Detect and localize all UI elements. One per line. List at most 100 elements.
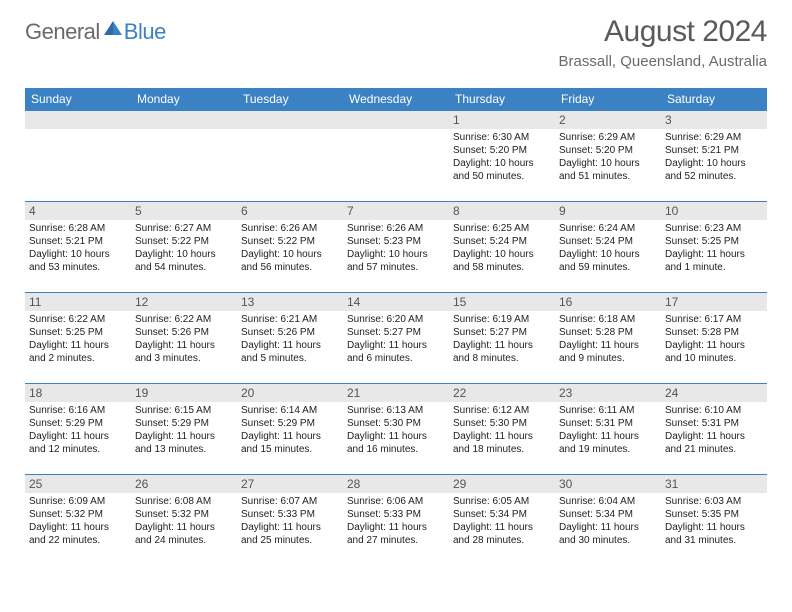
day-details: Sunrise: 6:26 AMSunset: 5:22 PMDaylight:… xyxy=(237,220,343,276)
sunrise-text: Sunrise: 6:03 AM xyxy=(665,495,763,508)
sunrise-text: Sunrise: 6:13 AM xyxy=(347,404,445,417)
sunrise-text: Sunrise: 6:22 AM xyxy=(135,313,233,326)
sunset-text: Sunset: 5:24 PM xyxy=(453,235,551,248)
sunset-text: Sunset: 5:30 PM xyxy=(347,417,445,430)
daylight-text: Daylight: 11 hours and 5 minutes. xyxy=(241,339,339,365)
day-number: 6 xyxy=(237,202,343,220)
day-details: Sunrise: 6:19 AMSunset: 5:27 PMDaylight:… xyxy=(449,311,555,367)
day-details: Sunrise: 6:26 AMSunset: 5:23 PMDaylight:… xyxy=(343,220,449,276)
calendar-day-cell: 22Sunrise: 6:12 AMSunset: 5:30 PMDayligh… xyxy=(449,384,555,475)
calendar-day-cell xyxy=(25,111,131,202)
day-number: 5 xyxy=(131,202,237,220)
day-number: 7 xyxy=(343,202,449,220)
daylight-text: Daylight: 11 hours and 25 minutes. xyxy=(241,521,339,547)
day-details: Sunrise: 6:25 AMSunset: 5:24 PMDaylight:… xyxy=(449,220,555,276)
day-details: Sunrise: 6:29 AMSunset: 5:20 PMDaylight:… xyxy=(555,129,661,185)
header-right: August 2024 Brassall, Queensland, Austra… xyxy=(559,15,767,70)
day-number: 16 xyxy=(555,293,661,311)
sunset-text: Sunset: 5:21 PM xyxy=(665,144,763,157)
day-number: 21 xyxy=(343,384,449,402)
day-details: Sunrise: 6:13 AMSunset: 5:30 PMDaylight:… xyxy=(343,402,449,458)
day-details: Sunrise: 6:23 AMSunset: 5:25 PMDaylight:… xyxy=(661,220,767,276)
calendar-day-cell: 28Sunrise: 6:06 AMSunset: 5:33 PMDayligh… xyxy=(343,475,449,566)
sunset-text: Sunset: 5:26 PM xyxy=(241,326,339,339)
day-details: Sunrise: 6:18 AMSunset: 5:28 PMDaylight:… xyxy=(555,311,661,367)
daylight-text: Daylight: 11 hours and 12 minutes. xyxy=(29,430,127,456)
day-header: Wednesday xyxy=(343,88,449,111)
day-details: Sunrise: 6:09 AMSunset: 5:32 PMDaylight:… xyxy=(25,493,131,549)
sunrise-text: Sunrise: 6:10 AM xyxy=(665,404,763,417)
sunset-text: Sunset: 5:27 PM xyxy=(347,326,445,339)
sunrise-text: Sunrise: 6:08 AM xyxy=(135,495,233,508)
day-number: 3 xyxy=(661,111,767,129)
daylight-text: Daylight: 11 hours and 22 minutes. xyxy=(29,521,127,547)
day-number: 26 xyxy=(131,475,237,493)
calendar-day-cell: 8Sunrise: 6:25 AMSunset: 5:24 PMDaylight… xyxy=(449,202,555,293)
sunrise-text: Sunrise: 6:26 AM xyxy=(241,222,339,235)
day-details: Sunrise: 6:20 AMSunset: 5:27 PMDaylight:… xyxy=(343,311,449,367)
day-header: Sunday xyxy=(25,88,131,111)
day-number: 13 xyxy=(237,293,343,311)
day-details: Sunrise: 6:06 AMSunset: 5:33 PMDaylight:… xyxy=(343,493,449,549)
day-number: 22 xyxy=(449,384,555,402)
day-details: Sunrise: 6:03 AMSunset: 5:35 PMDaylight:… xyxy=(661,493,767,549)
day-number: 4 xyxy=(25,202,131,220)
calendar-day-cell: 31Sunrise: 6:03 AMSunset: 5:35 PMDayligh… xyxy=(661,475,767,566)
day-details: Sunrise: 6:17 AMSunset: 5:28 PMDaylight:… xyxy=(661,311,767,367)
day-details: Sunrise: 6:05 AMSunset: 5:34 PMDaylight:… xyxy=(449,493,555,549)
sunrise-text: Sunrise: 6:04 AM xyxy=(559,495,657,508)
calendar-day-cell xyxy=(131,111,237,202)
day-number: 12 xyxy=(131,293,237,311)
day-number: 17 xyxy=(661,293,767,311)
sunset-text: Sunset: 5:34 PM xyxy=(453,508,551,521)
day-header: Thursday xyxy=(449,88,555,111)
sunset-text: Sunset: 5:35 PM xyxy=(665,508,763,521)
calendar-day-cell: 18Sunrise: 6:16 AMSunset: 5:29 PMDayligh… xyxy=(25,384,131,475)
sunset-text: Sunset: 5:26 PM xyxy=(135,326,233,339)
calendar-day-cell: 11Sunrise: 6:22 AMSunset: 5:25 PMDayligh… xyxy=(25,293,131,384)
logo: General Blue xyxy=(25,19,166,45)
day-header: Tuesday xyxy=(237,88,343,111)
sunrise-text: Sunrise: 6:23 AM xyxy=(665,222,763,235)
sunset-text: Sunset: 5:29 PM xyxy=(241,417,339,430)
calendar-day-cell xyxy=(237,111,343,202)
day-number: 30 xyxy=(555,475,661,493)
calendar-day-cell: 24Sunrise: 6:10 AMSunset: 5:31 PMDayligh… xyxy=(661,384,767,475)
sunset-text: Sunset: 5:25 PM xyxy=(29,326,127,339)
day-details: Sunrise: 6:15 AMSunset: 5:29 PMDaylight:… xyxy=(131,402,237,458)
day-number xyxy=(343,111,449,129)
sunrise-text: Sunrise: 6:24 AM xyxy=(559,222,657,235)
daylight-text: Daylight: 11 hours and 10 minutes. xyxy=(665,339,763,365)
daylight-text: Daylight: 10 hours and 54 minutes. xyxy=(135,248,233,274)
sunset-text: Sunset: 5:22 PM xyxy=(135,235,233,248)
daylight-text: Daylight: 10 hours and 52 minutes. xyxy=(665,157,763,183)
day-number: 8 xyxy=(449,202,555,220)
calendar-body: 1Sunrise: 6:30 AMSunset: 5:20 PMDaylight… xyxy=(25,111,767,566)
daylight-text: Daylight: 11 hours and 1 minute. xyxy=(665,248,763,274)
day-details: Sunrise: 6:07 AMSunset: 5:33 PMDaylight:… xyxy=(237,493,343,549)
calendar-day-cell: 9Sunrise: 6:24 AMSunset: 5:24 PMDaylight… xyxy=(555,202,661,293)
sunrise-text: Sunrise: 6:26 AM xyxy=(347,222,445,235)
calendar-week-row: 11 Sunrise: 6:22 AM Sunset: 5:25 PM Dayligh… xyxy=(25,293,767,384)
calendar-day-cell: 12Sunrise: 6:22 AMSunset: 5:26 PMDayligh… xyxy=(131,293,237,384)
location-text: Brassall, Queensland, Australia xyxy=(559,53,767,70)
sunset-text: Sunset: 5:28 PM xyxy=(665,326,763,339)
calendar-day-cell: 6Sunrise: 6:26 AMSunset: 5:22 PMDaylight… xyxy=(237,202,343,293)
calendar-day-cell: 5 Sunrise: 6:27 AMSunset: 5:22 PMDaylight… xyxy=(131,202,237,293)
daylight-text: Daylight: 10 hours and 56 minutes. xyxy=(241,248,339,274)
day-number: 18 xyxy=(25,384,131,402)
calendar-day-cell: 29Sunrise: 6:05 AMSunset: 5:34 PMDayligh… xyxy=(449,475,555,566)
sunrise-text: Sunrise: 6:16 AM xyxy=(29,404,127,417)
day-details: Sunrise: 6:16 AMSunset: 5:29 PMDaylight:… xyxy=(25,402,131,458)
sunrise-text: Sunrise: 6:15 AM xyxy=(135,404,233,417)
sunset-text: Sunset: 5:32 PM xyxy=(29,508,127,521)
day-details: Sunrise: 6:10 AMSunset: 5:31 PMDaylight:… xyxy=(661,402,767,458)
day-details: Sunrise: 6:24 AMSunset: 5:24 PMDaylight:… xyxy=(555,220,661,276)
sunrise-text: Sunrise: 6:27 AM xyxy=(135,222,233,235)
daylight-text: Daylight: 11 hours and 8 minutes. xyxy=(453,339,551,365)
sunrise-text: Sunrise: 6:12 AM xyxy=(453,404,551,417)
sunset-text: Sunset: 5:34 PM xyxy=(559,508,657,521)
sunrise-text: Sunrise: 6:30 AM xyxy=(453,131,551,144)
sunrise-text: Sunrise: 6:18 AM xyxy=(559,313,657,326)
day-number: 11 xyxy=(25,293,131,311)
